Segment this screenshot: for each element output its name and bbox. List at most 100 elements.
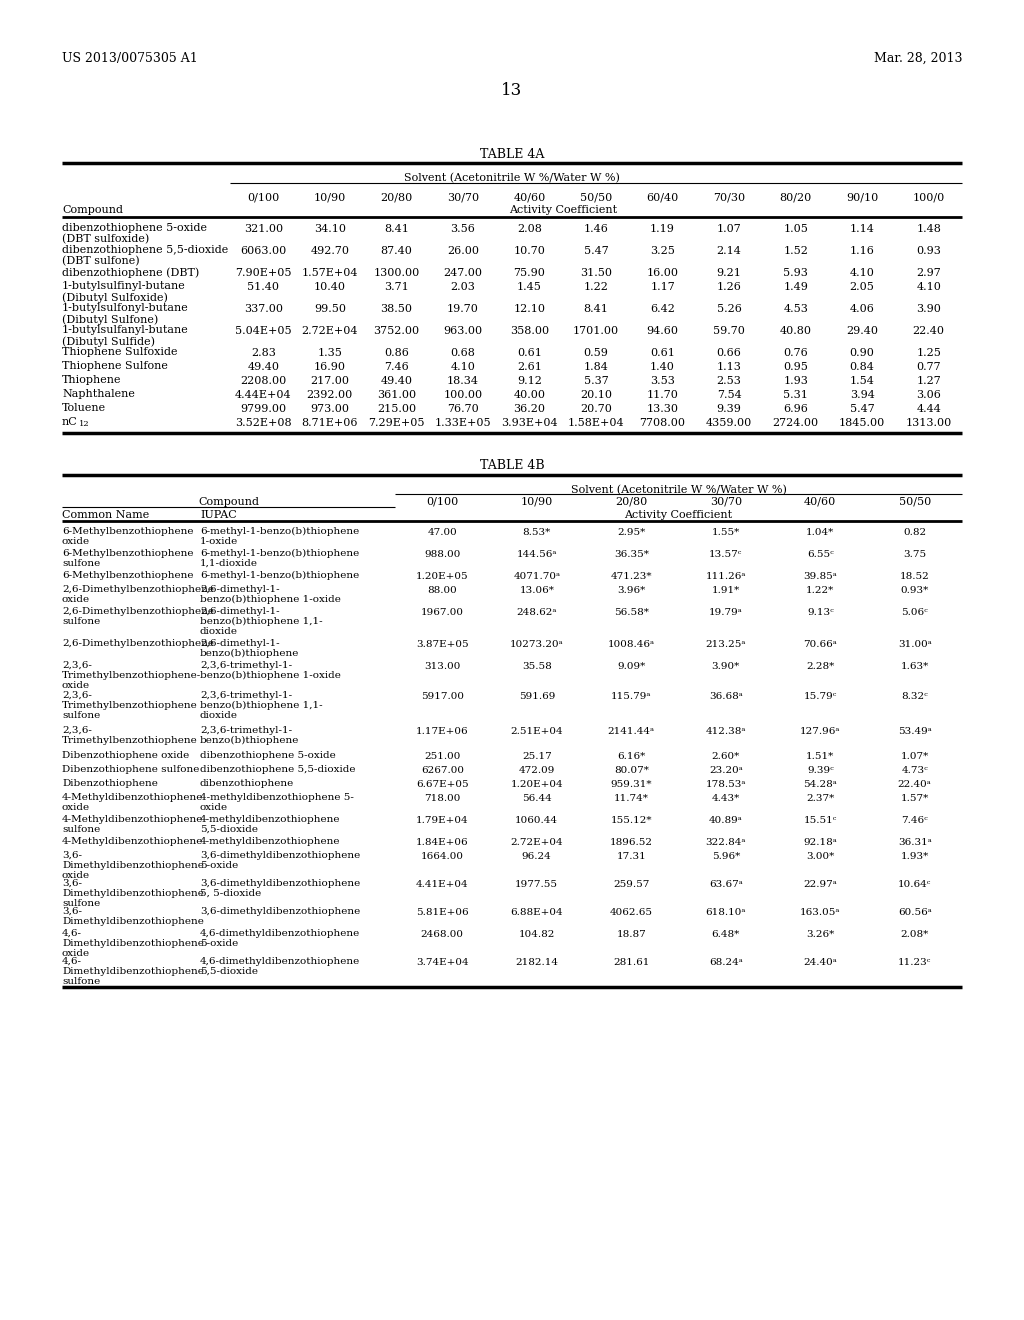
Text: 2,3,6-trimethyl-1-: 2,3,6-trimethyl-1- — [200, 690, 292, 700]
Text: 1313.00: 1313.00 — [905, 418, 952, 428]
Text: 9.39: 9.39 — [717, 404, 741, 414]
Text: 49.40: 49.40 — [380, 376, 413, 385]
Text: 9.21: 9.21 — [717, 268, 741, 279]
Text: 3.71: 3.71 — [384, 282, 409, 292]
Text: 1.46: 1.46 — [584, 224, 608, 234]
Text: 12.10: 12.10 — [513, 304, 546, 314]
Text: 70.66ᵃ: 70.66ᵃ — [803, 640, 838, 649]
Text: 1.58E+04: 1.58E+04 — [567, 418, 625, 428]
Text: Thiophene Sulfone: Thiophene Sulfone — [62, 360, 168, 371]
Text: 1.07: 1.07 — [717, 224, 741, 234]
Text: 988.00: 988.00 — [424, 550, 461, 558]
Text: 13: 13 — [502, 82, 522, 99]
Text: 9.39ᶜ: 9.39ᶜ — [807, 766, 834, 775]
Text: benzo(b)thiophene: benzo(b)thiophene — [200, 649, 299, 659]
Text: 2,6-dimethyl-1-: 2,6-dimethyl-1- — [200, 639, 280, 648]
Text: 1.07*: 1.07* — [901, 752, 929, 762]
Text: 4-methyldibenzothiophene: 4-methyldibenzothiophene — [200, 814, 341, 824]
Text: Dimethyldibenzothiophene: Dimethyldibenzothiophene — [62, 968, 204, 975]
Text: 4,6-: 4,6- — [62, 957, 82, 966]
Text: 1967.00: 1967.00 — [421, 609, 464, 616]
Text: 4-Methyldibenzothiophene: 4-Methyldibenzothiophene — [62, 837, 204, 846]
Text: 3.53: 3.53 — [650, 376, 675, 385]
Text: sulfone: sulfone — [62, 899, 100, 908]
Text: dioxide: dioxide — [200, 711, 238, 719]
Text: 259.57: 259.57 — [613, 880, 649, 888]
Text: 15.51ᶜ: 15.51ᶜ — [804, 816, 837, 825]
Text: 8.53*: 8.53* — [522, 528, 551, 537]
Text: 6.96: 6.96 — [783, 404, 808, 414]
Text: 8.41: 8.41 — [384, 224, 409, 234]
Text: 68.24ᵃ: 68.24ᵃ — [709, 958, 742, 968]
Text: dibenzothiophene 5,5-dioxide: dibenzothiophene 5,5-dioxide — [200, 766, 355, 774]
Text: 1060.44: 1060.44 — [515, 816, 558, 825]
Text: 1.84E+06: 1.84E+06 — [416, 838, 469, 847]
Text: 56.58*: 56.58* — [613, 609, 648, 616]
Text: 1.54: 1.54 — [850, 376, 874, 385]
Text: 9.12: 9.12 — [517, 376, 542, 385]
Text: 36.20: 36.20 — [513, 404, 546, 414]
Text: benzo(b)thiophene 1-oxide: benzo(b)thiophene 1-oxide — [200, 671, 341, 680]
Text: 35.58: 35.58 — [522, 663, 552, 671]
Text: 5.06ᶜ: 5.06ᶜ — [901, 609, 928, 616]
Text: 3.94: 3.94 — [850, 389, 874, 400]
Text: 2.08: 2.08 — [517, 224, 542, 234]
Text: 6-methyl-1-benzo(b)thiophene: 6-methyl-1-benzo(b)thiophene — [200, 572, 359, 579]
Text: 4,6-: 4,6- — [62, 929, 82, 939]
Text: 2,3,6-: 2,3,6- — [62, 661, 92, 671]
Text: 1.48: 1.48 — [916, 224, 941, 234]
Text: 10/90: 10/90 — [520, 498, 553, 507]
Text: 6063.00: 6063.00 — [241, 246, 287, 256]
Text: 2.72E+04: 2.72E+04 — [302, 326, 358, 337]
Text: 7.90E+05: 7.90E+05 — [236, 268, 292, 279]
Text: oxide: oxide — [62, 803, 90, 812]
Text: 6-Methylbenzothiophene: 6-Methylbenzothiophene — [62, 572, 194, 579]
Text: 1.25: 1.25 — [916, 348, 941, 358]
Text: 4071.70ᵃ: 4071.70ᵃ — [513, 572, 560, 581]
Text: 4.43*: 4.43* — [712, 795, 740, 803]
Text: 217.00: 217.00 — [310, 376, 349, 385]
Text: 2,6-Dimethylbenzothiophene: 2,6-Dimethylbenzothiophene — [62, 585, 214, 594]
Text: 25.17: 25.17 — [522, 752, 552, 762]
Text: sulfone: sulfone — [62, 616, 100, 626]
Text: 54.28ᵃ: 54.28ᵃ — [803, 780, 838, 789]
Text: 22.40ᵃ: 22.40ᵃ — [898, 780, 932, 789]
Text: 6.48*: 6.48* — [712, 931, 740, 939]
Text: (Dibutyl Sulfone): (Dibutyl Sulfone) — [62, 314, 159, 325]
Text: 1,1-dioxide: 1,1-dioxide — [200, 558, 258, 568]
Text: 92.18ᵃ: 92.18ᵃ — [803, 838, 838, 847]
Text: (Dibutyl Sulfoxide): (Dibutyl Sulfoxide) — [62, 292, 168, 302]
Text: US 2013/0075305 A1: US 2013/0075305 A1 — [62, 51, 198, 65]
Text: 718.00: 718.00 — [424, 795, 461, 803]
Text: 3.75: 3.75 — [903, 550, 927, 558]
Text: 94.60: 94.60 — [646, 326, 679, 337]
Text: 5.37: 5.37 — [584, 376, 608, 385]
Text: 247.00: 247.00 — [443, 268, 482, 279]
Text: 3.26*: 3.26* — [806, 931, 835, 939]
Text: 1.52: 1.52 — [783, 246, 808, 256]
Text: 36.68ᵃ: 36.68ᵃ — [709, 692, 742, 701]
Text: 7.29E+05: 7.29E+05 — [368, 418, 425, 428]
Text: 5.04E+05: 5.04E+05 — [234, 326, 292, 337]
Text: 5.31: 5.31 — [783, 389, 808, 400]
Text: 3.90: 3.90 — [916, 304, 941, 314]
Text: 0.90: 0.90 — [850, 348, 874, 358]
Text: 0.68: 0.68 — [451, 348, 475, 358]
Text: 104.82: 104.82 — [518, 931, 555, 939]
Text: 3,6-: 3,6- — [62, 907, 82, 916]
Text: benzo(b)thiophene 1,1-: benzo(b)thiophene 1,1- — [200, 616, 323, 626]
Text: 4.10: 4.10 — [916, 282, 941, 292]
Text: 4-Methyldibenzothiophene: 4-Methyldibenzothiophene — [62, 814, 204, 824]
Text: 2468.00: 2468.00 — [421, 931, 464, 939]
Text: 6.88E+04: 6.88E+04 — [510, 908, 563, 917]
Text: 1.57E+04: 1.57E+04 — [302, 268, 358, 279]
Text: Thiophene: Thiophene — [62, 375, 122, 385]
Text: 39.85ᵃ: 39.85ᵃ — [803, 572, 838, 581]
Text: 5.81E+06: 5.81E+06 — [416, 908, 469, 917]
Text: 6267.00: 6267.00 — [421, 766, 464, 775]
Text: 1.49: 1.49 — [783, 282, 808, 292]
Text: 11.23ᶜ: 11.23ᶜ — [898, 958, 932, 968]
Text: 1664.00: 1664.00 — [421, 851, 464, 861]
Text: 1-butylsulfonyl-butane: 1-butylsulfonyl-butane — [62, 304, 188, 313]
Text: 1.17: 1.17 — [650, 282, 675, 292]
